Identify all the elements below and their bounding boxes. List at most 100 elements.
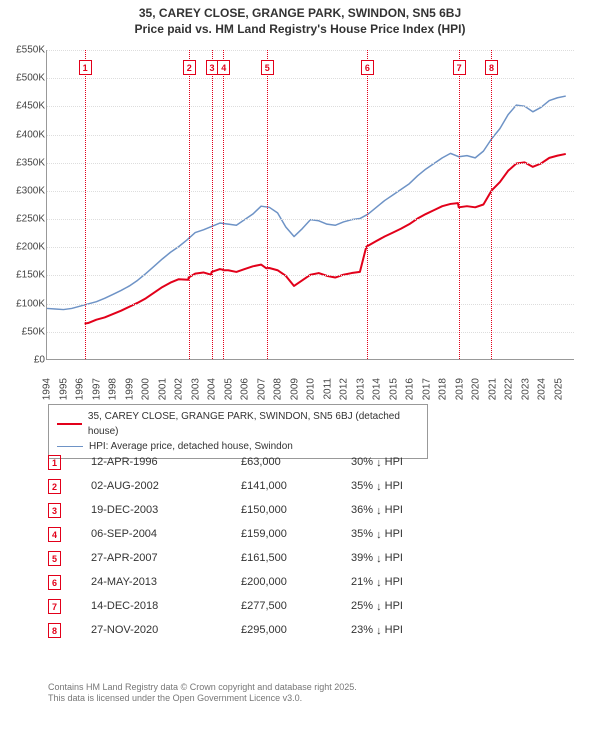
- sale-marker-line: 2: [189, 50, 190, 359]
- sale-row-date: 02-AUG-2002: [91, 480, 241, 492]
- x-axis-label: 2007: [256, 378, 267, 400]
- sale-row-tag: 7: [48, 599, 61, 614]
- plot-area: £0£50K£100K£150K£200K£250K£300K£350K£400…: [46, 50, 574, 360]
- chart: £0£50K£100K£150K£200K£250K£300K£350K£400…: [10, 46, 582, 392]
- sale-row-diff: 21% ↓ HPI: [351, 576, 461, 588]
- x-axis-label: 1995: [58, 378, 69, 400]
- sale-row-tag: 8: [48, 623, 61, 638]
- y-axis-label: £500K: [11, 73, 45, 84]
- sale-marker-line: 5: [267, 50, 268, 359]
- sale-row: 112-APR-1996£63,00030% ↓ HPI: [48, 450, 568, 474]
- x-axis-label: 2005: [223, 378, 234, 400]
- x-axis-label: 2019: [454, 378, 465, 400]
- sale-row: 5 27-APR-2007£161,50039% ↓ HPI: [48, 546, 568, 570]
- sale-row: 7 14-DEC-2018£277,50025% ↓ HPI: [48, 594, 568, 618]
- sale-row-date: 06-SEP-2004: [91, 528, 241, 540]
- sale-row-price: £63,000: [241, 456, 351, 468]
- sale-row-date: 19-DEC-2003: [91, 504, 241, 516]
- legend-swatch: [57, 423, 82, 425]
- title-address: 35, CAREY CLOSE, GRANGE PARK, SWINDON, S…: [0, 6, 600, 22]
- sale-marker-tag: 5: [261, 60, 274, 75]
- x-axis-label: 2010: [306, 378, 317, 400]
- legend-swatch: [57, 446, 83, 447]
- x-axis-label: 2017: [421, 378, 432, 400]
- x-axis-label: 1997: [91, 378, 102, 400]
- sale-row-diff: 35% ↓ HPI: [351, 480, 461, 492]
- sale-row-tag: 6: [48, 575, 61, 590]
- x-axis-label: 2025: [553, 378, 564, 400]
- x-axis-label: 1999: [124, 378, 135, 400]
- y-axis-label: £200K: [11, 242, 45, 253]
- sale-row-date: 27-APR-2007: [91, 552, 241, 564]
- y-axis-label: £150K: [11, 270, 45, 281]
- sale-row-diff: 36% ↓ HPI: [351, 504, 461, 516]
- series-property: [85, 154, 566, 324]
- sale-row-price: £161,500: [241, 552, 351, 564]
- x-axis-label: 2024: [537, 378, 548, 400]
- x-axis-label: 2001: [157, 378, 168, 400]
- x-axis-label: 2021: [487, 378, 498, 400]
- y-axis-label: £400K: [11, 129, 45, 140]
- x-axis-label: 2022: [504, 378, 515, 400]
- sale-row-date: 24-MAY-2013: [91, 576, 241, 588]
- sale-marker-line: 6: [367, 50, 368, 359]
- sale-row-diff: 35% ↓ HPI: [351, 528, 461, 540]
- sale-row-price: £277,500: [241, 600, 351, 612]
- y-axis-label: £550K: [11, 45, 45, 56]
- x-axis-label: 2003: [190, 378, 201, 400]
- footer-line2: This data is licensed under the Open Gov…: [48, 693, 357, 704]
- sale-row-date: 27-NOV-2020: [91, 624, 241, 636]
- x-axis-label: 2012: [339, 378, 350, 400]
- x-axis-label: 2016: [405, 378, 416, 400]
- sale-row-price: £159,000: [241, 528, 351, 540]
- sale-marker-line: 1: [85, 50, 86, 359]
- sale-row-date: 12-APR-1996: [91, 456, 241, 468]
- x-axis-label: 2006: [240, 378, 251, 400]
- y-axis-label: £350K: [11, 157, 45, 168]
- x-axis-label: 2004: [207, 378, 218, 400]
- sale-row-price: £295,000: [241, 624, 351, 636]
- sale-row-diff: 39% ↓ HPI: [351, 552, 461, 564]
- y-axis-label: £100K: [11, 298, 45, 309]
- sale-marker-line: 7: [459, 50, 460, 359]
- sale-marker-tag: 4: [217, 60, 230, 75]
- x-axis-label: 2015: [388, 378, 399, 400]
- chart-title-block: 35, CAREY CLOSE, GRANGE PARK, SWINDON, S…: [0, 0, 600, 37]
- x-axis-label: 2013: [355, 378, 366, 400]
- sale-row-price: £200,000: [241, 576, 351, 588]
- sale-row-price: £141,000: [241, 480, 351, 492]
- sale-row-tag: 2: [48, 479, 61, 494]
- title-subtitle: Price paid vs. HM Land Registry's House …: [0, 22, 600, 38]
- sale-marker-tag: 2: [183, 60, 196, 75]
- sale-marker-tag: 7: [453, 60, 466, 75]
- x-axis-label: 2000: [141, 378, 152, 400]
- sale-row-diff: 25% ↓ HPI: [351, 600, 461, 612]
- sale-row: 319-DEC-2003£150,00036% ↓ HPI: [48, 498, 568, 522]
- sale-row: 6 24-MAY-2013£200,00021% ↓ HPI: [48, 570, 568, 594]
- y-axis-label: £250K: [11, 214, 45, 225]
- legend-label: 35, CAREY CLOSE, GRANGE PARK, SWINDON, S…: [88, 409, 419, 439]
- footer-attribution: Contains HM Land Registry data © Crown c…: [48, 682, 357, 705]
- sale-marker-line: 3: [212, 50, 213, 359]
- sale-row-tag: 1: [48, 455, 61, 470]
- x-axis-label: 1996: [75, 378, 86, 400]
- sale-row-date: 14-DEC-2018: [91, 600, 241, 612]
- sale-row-diff: 23% ↓ HPI: [351, 624, 461, 636]
- sale-row: 2 02-AUG-2002£141,00035% ↓ HPI: [48, 474, 568, 498]
- sale-row-tag: 5: [48, 551, 61, 566]
- x-axis-label: 2008: [273, 378, 284, 400]
- sale-row: 8 27-NOV-2020£295,00023% ↓ HPI: [48, 618, 568, 642]
- legend-item: 35, CAREY CLOSE, GRANGE PARK, SWINDON, S…: [57, 409, 419, 439]
- sale-marker-tag: 6: [361, 60, 374, 75]
- sale-marker-tag: 8: [485, 60, 498, 75]
- sale-row: 406-SEP-2004£159,00035% ↓ HPI: [48, 522, 568, 546]
- sale-marker-tag: 1: [79, 60, 92, 75]
- y-axis-label: £450K: [11, 101, 45, 112]
- x-axis-label: 2014: [372, 378, 383, 400]
- y-axis-label: £0: [11, 355, 45, 366]
- sale-marker-line: 8: [491, 50, 492, 359]
- x-axis-label: 2023: [520, 378, 531, 400]
- y-axis-label: £300K: [11, 185, 45, 196]
- x-axis-label: 1998: [108, 378, 119, 400]
- x-axis-label: 2009: [289, 378, 300, 400]
